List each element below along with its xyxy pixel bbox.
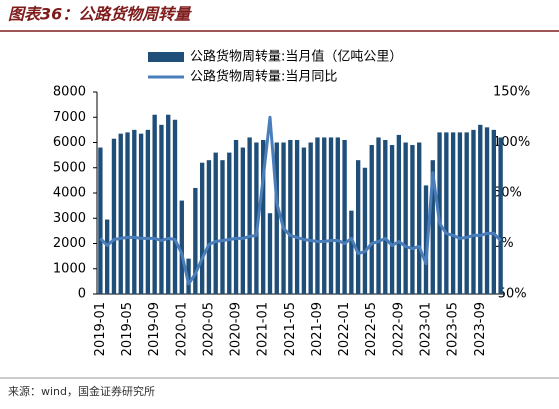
bar — [267, 213, 273, 294]
bar — [132, 129, 137, 294]
bar — [410, 145, 415, 294]
bar — [417, 142, 422, 294]
bar — [98, 147, 103, 294]
bar — [342, 139, 347, 294]
bar — [186, 258, 191, 294]
bar — [471, 129, 476, 294]
bar — [288, 139, 293, 294]
bar — [254, 142, 259, 294]
y-tick-label: 3000 — [53, 211, 86, 226]
chart-title: 图表36：公路货物周转量 — [8, 5, 192, 24]
bar — [138, 133, 144, 294]
bar — [389, 145, 395, 294]
bar — [498, 137, 503, 294]
bar — [247, 137, 252, 294]
bar — [105, 219, 110, 294]
bar — [491, 129, 496, 294]
bar — [349, 210, 354, 294]
bar — [478, 124, 483, 294]
bar — [166, 114, 171, 294]
legend-swatch — [148, 52, 184, 62]
bar — [152, 114, 157, 294]
y-tick-label: 7000 — [53, 110, 86, 125]
bar — [240, 147, 246, 294]
x-tick-label: 2019-01 — [93, 302, 108, 356]
y2-tick-label: 50% — [493, 186, 522, 201]
bar — [315, 137, 320, 294]
bar — [322, 137, 327, 294]
x-tick-label: 2020-09 — [229, 302, 244, 356]
bar — [159, 124, 164, 294]
legend-label: 公路货物周转量:当月值（亿吨公里） — [190, 49, 402, 65]
bar — [450, 132, 456, 294]
x-tick-label: 2021-01 — [256, 302, 271, 356]
y-tick-label: 4000 — [53, 186, 86, 201]
bar — [484, 127, 490, 294]
y2-tick-label: 150% — [493, 85, 530, 100]
bar — [362, 167, 368, 294]
line — [99, 115, 502, 286]
y-tick-label: 2000 — [53, 236, 86, 251]
y-tick-label: 1000 — [53, 261, 86, 276]
x-tick-label: 2023-05 — [446, 302, 461, 356]
bar — [294, 139, 300, 294]
bar — [172, 119, 178, 295]
y-tick-label: 5000 — [53, 160, 86, 175]
bar — [179, 200, 184, 294]
bar — [213, 152, 218, 294]
bar — [383, 139, 388, 294]
bar — [423, 185, 429, 294]
bar — [444, 132, 449, 294]
bar — [233, 139, 239, 294]
bar — [335, 137, 340, 294]
bar — [227, 152, 232, 294]
bar — [403, 142, 408, 294]
bar — [111, 138, 117, 294]
bar — [369, 145, 374, 294]
x-tick-label: 2019-05 — [120, 302, 135, 356]
bar — [220, 160, 225, 294]
bar — [199, 162, 205, 294]
y2-tick-label: 0% — [493, 236, 514, 251]
bar — [376, 137, 381, 294]
bar — [193, 187, 198, 294]
y-tick-label: 8000 — [53, 85, 86, 100]
x-tick-label: 2020-05 — [201, 302, 216, 356]
bar — [396, 134, 402, 294]
x-tick-label: 2021-09 — [310, 302, 325, 356]
x-tick-label: 2022-09 — [391, 302, 406, 356]
x-tick-label: 2019-09 — [147, 302, 162, 356]
y-tick-label: 6000 — [53, 135, 86, 150]
x-tick-label: 2020-01 — [174, 302, 189, 356]
bar — [145, 129, 151, 294]
bar — [274, 142, 279, 294]
x-tick-label: 2022-05 — [364, 302, 379, 356]
bar — [281, 142, 286, 294]
source: 来源：wind，国金证券研究所 — [8, 384, 155, 398]
y-tick-label: 0 — [78, 287, 86, 302]
bar — [430, 160, 435, 294]
legend-label: 公路货物周转量:当月同比 — [190, 69, 337, 85]
bar — [328, 137, 334, 294]
x-tick-label: 2022-01 — [337, 302, 352, 356]
bar — [206, 160, 212, 294]
bar — [355, 160, 361, 294]
bar — [457, 132, 463, 294]
x-tick-label: 2021-05 — [283, 302, 298, 356]
x-tick-label: 2023-01 — [418, 302, 433, 356]
bar — [308, 142, 313, 294]
bar — [301, 147, 307, 294]
bar — [118, 133, 123, 294]
bar — [464, 132, 469, 294]
bar — [125, 132, 130, 294]
bar — [261, 139, 266, 294]
x-tick-label: 2023-09 — [473, 302, 488, 356]
